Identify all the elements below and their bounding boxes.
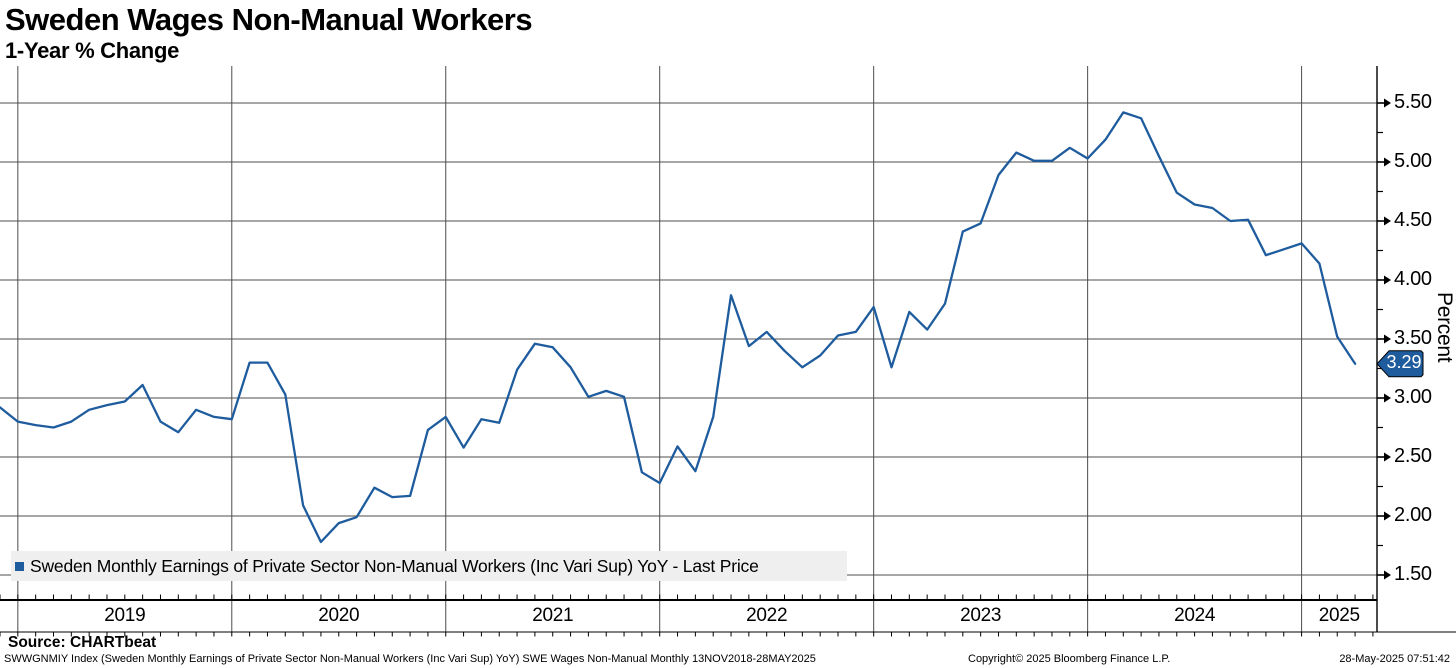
y-tick-arrow-icon xyxy=(1384,216,1391,226)
source-label: Source: CHARTbeat xyxy=(8,634,157,651)
legend: Sweden Monthly Earnings of Private Secto… xyxy=(11,551,847,581)
last-price-badge: 3.29 xyxy=(1386,352,1422,372)
data-series-line xyxy=(0,111,1357,544)
chart-timestamp: 28-May-2025 07:51:42 xyxy=(1339,653,1450,665)
ticker-description: SWWGNMIY Index (Sweden Monthly Earnings … xyxy=(4,653,816,665)
y-tick-arrow-icon xyxy=(1384,393,1391,403)
y-tick-arrow-icon xyxy=(1384,511,1391,521)
y-tick-arrow-icon xyxy=(1384,157,1391,167)
page-title: Sweden Wages Non-Manual Workers xyxy=(5,2,533,37)
y-tick-arrow-icon xyxy=(1384,98,1391,108)
legend-series-label: Sweden Monthly Earnings of Private Secto… xyxy=(30,555,759,576)
y-tick-arrow-icon xyxy=(1384,570,1391,580)
y-tick-arrow-icon xyxy=(1384,275,1391,285)
legend-series-marker-icon xyxy=(15,561,24,571)
last-price-flag xyxy=(1376,350,1424,378)
y-tick-arrow-icon xyxy=(1384,334,1391,344)
y-tick-arrow-icon xyxy=(1384,452,1391,462)
chart-subtitle: 1-Year % Change xyxy=(5,38,180,63)
copyright-notice: Copyright© 2025 Bloomberg Finance L.P. xyxy=(968,653,1171,665)
